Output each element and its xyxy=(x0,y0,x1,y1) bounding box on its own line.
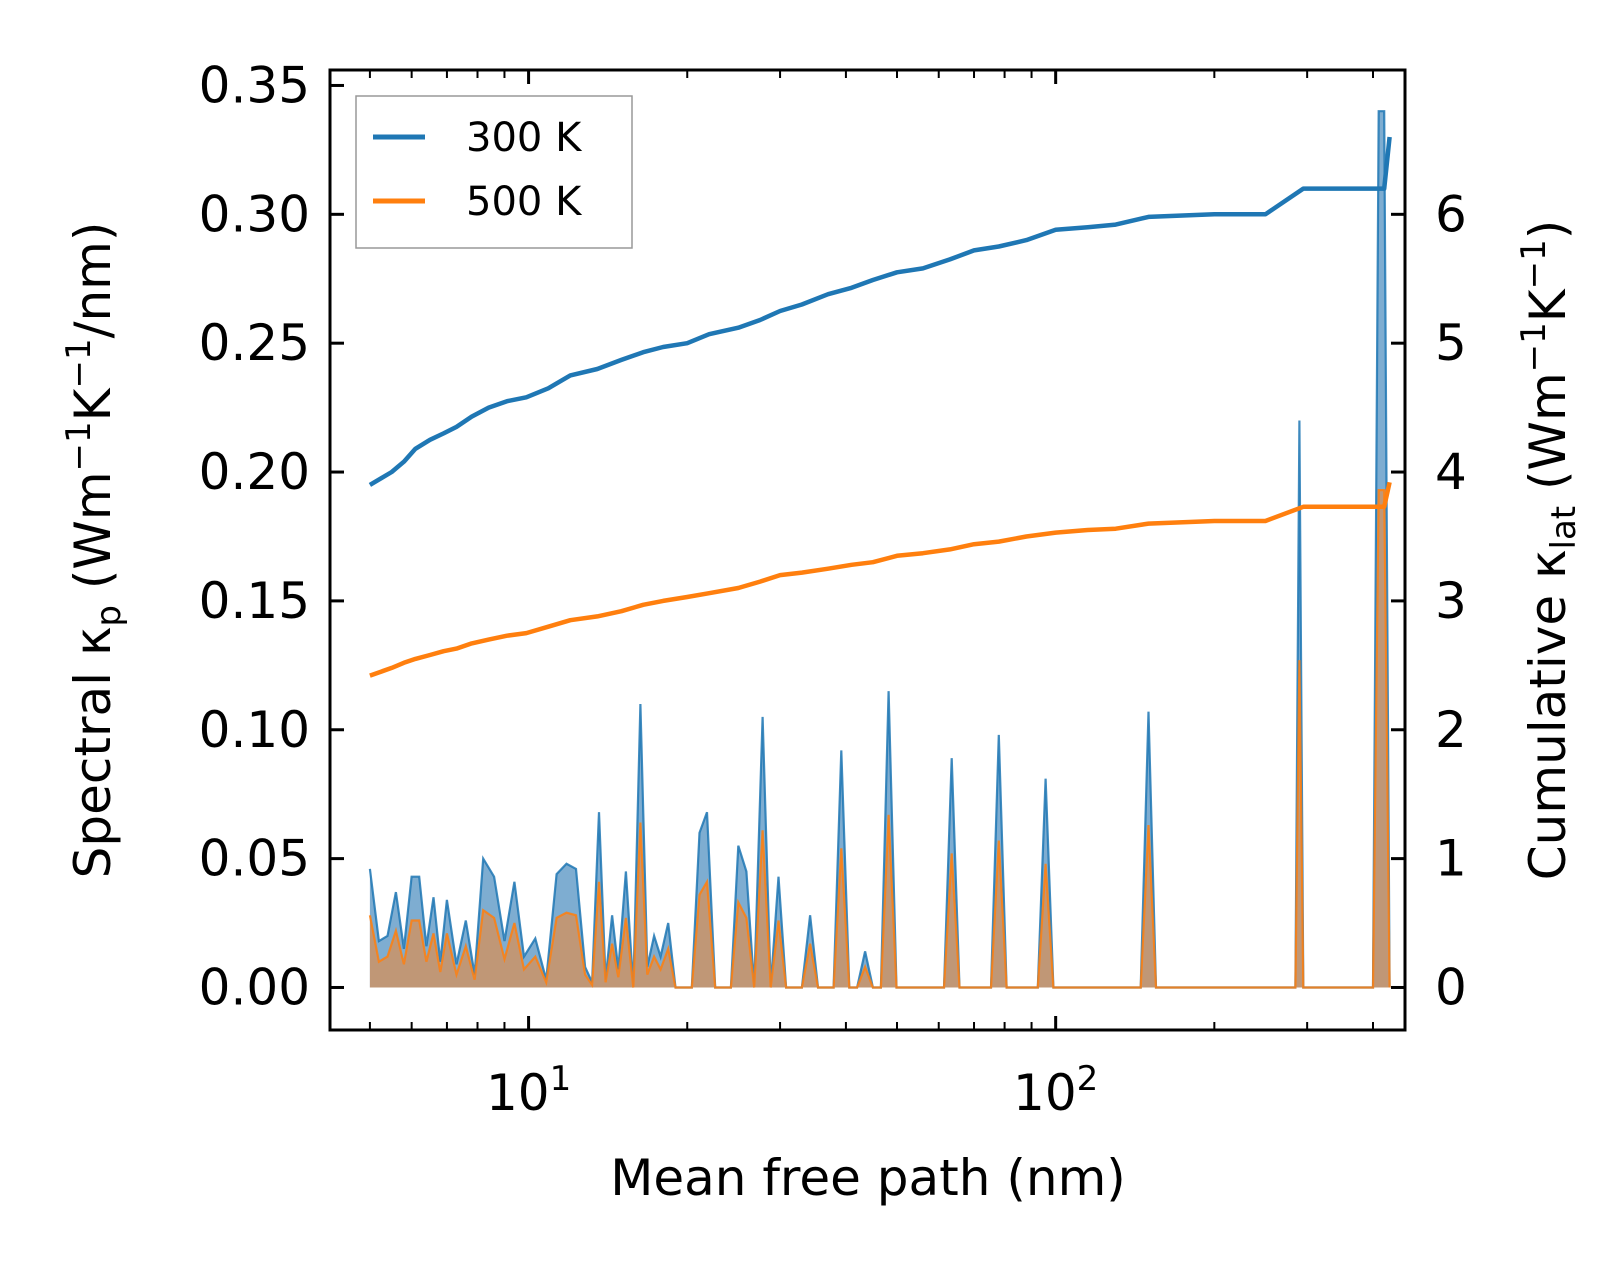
y-axis-label-right: Cumulative κlat (Wm−1K−1) xyxy=(1514,220,1584,880)
left-tick-label: 0.05 xyxy=(199,830,310,888)
right-tick-label: 4 xyxy=(1435,443,1467,501)
left-tick-label: 0.00 xyxy=(199,958,310,1016)
cumulative-line-500k xyxy=(369,481,1392,678)
left-tick-label: 0.25 xyxy=(199,314,310,372)
axis-ticks xyxy=(330,70,1405,1030)
right-tick-labels: 0 1 2 3 4 5 6 xyxy=(1435,185,1467,1016)
right-tick-label: 5 xyxy=(1435,314,1467,372)
left-tick-label: 0.15 xyxy=(199,572,310,630)
legend: 300 K 500 K xyxy=(355,95,633,249)
cumulative-lines xyxy=(368,136,1392,678)
x-tick-label: 102 xyxy=(1013,1059,1098,1122)
x-tick-labels: 101 102 xyxy=(486,1059,1098,1122)
spectral-area-500k xyxy=(369,490,1390,988)
y-axis-label-left: Spectral κp (Wm−1K−1/nm) xyxy=(59,222,129,879)
cumulative-line-300k xyxy=(368,136,1392,487)
left-tick-label: 0.10 xyxy=(199,701,310,759)
left-tick-label: 0.20 xyxy=(199,443,310,501)
right-tick-label: 3 xyxy=(1435,572,1467,630)
right-tick-label: 0 xyxy=(1435,958,1467,1016)
legend-label-500k: 500 K xyxy=(466,179,583,225)
plot-frame xyxy=(328,68,1407,1032)
spectral-fills xyxy=(368,110,1391,989)
x-axis-label: Mean free path (nm) xyxy=(610,1149,1126,1207)
legend-box xyxy=(355,95,633,249)
x-tick-label: 101 xyxy=(486,1059,571,1122)
right-tick-label: 2 xyxy=(1435,701,1467,759)
left-tick-label: 0.30 xyxy=(199,185,310,243)
legend-label-300k: 300 K xyxy=(466,115,583,161)
right-tick-label: 6 xyxy=(1435,185,1467,243)
left-tick-label: 0.35 xyxy=(199,56,310,114)
left-tick-labels: 0.00 0.05 0.10 0.15 0.20 0.25 0.30 0.35 xyxy=(199,56,310,1016)
right-tick-label: 1 xyxy=(1435,830,1467,888)
spectral-line-500k xyxy=(368,489,1391,989)
